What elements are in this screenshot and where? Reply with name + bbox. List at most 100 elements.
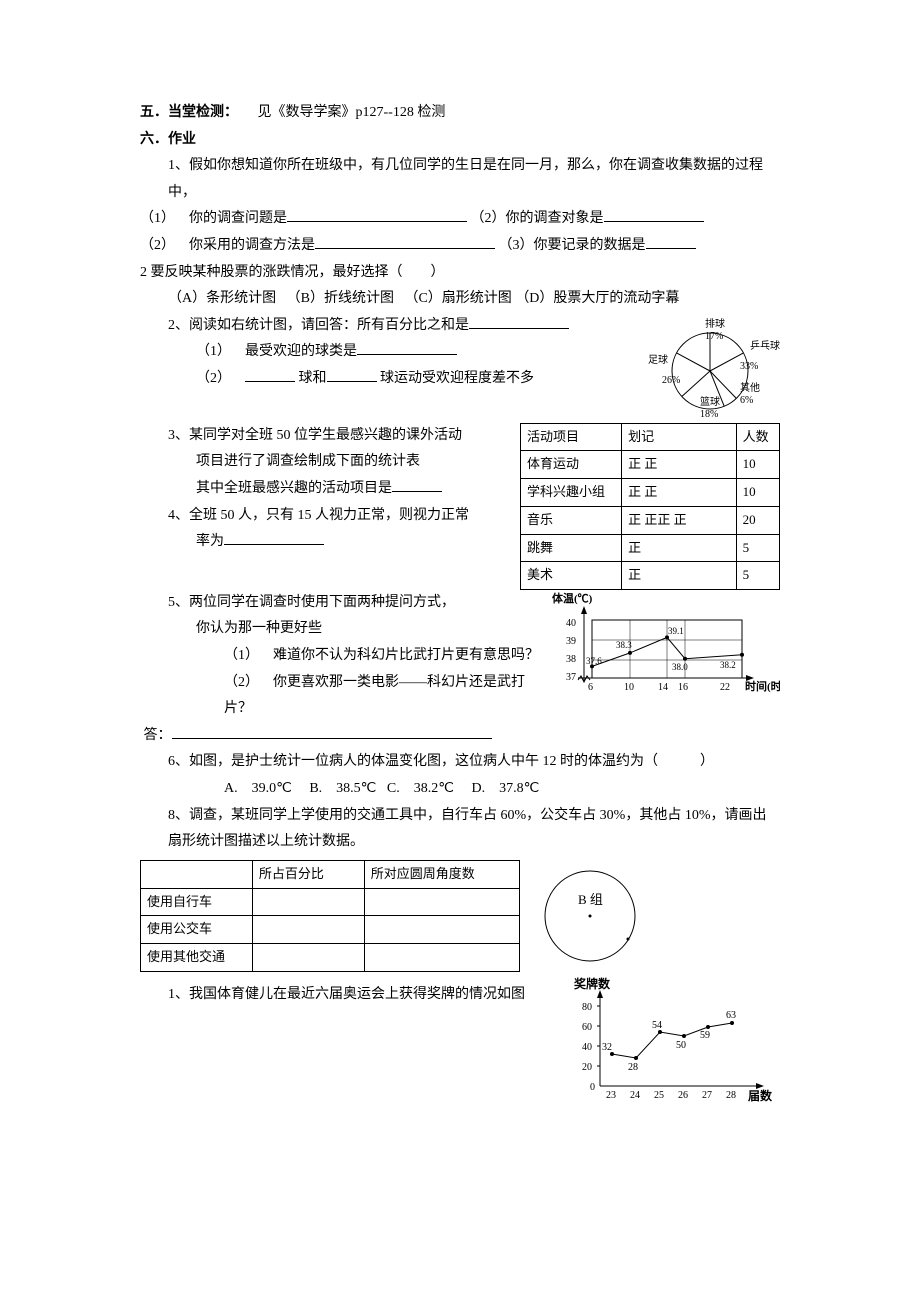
section-6-heading: 六．作业 [140, 127, 780, 154]
q3-table: 活动项目 划记 人数 体育运动正 正10 学科兴趣小组正 正10 音乐正 正正 … [520, 423, 780, 590]
q2-opt-d[interactable]: （D）股票大厅的流动字幕 [515, 291, 679, 306]
q8-cell[interactable] [252, 944, 364, 972]
q4-blank[interactable] [224, 530, 324, 545]
svg-text:B 组: B 组 [578, 892, 603, 907]
q2-pie-stem: 2、阅读如右统计图，请回答：所有百分比之和是 [140, 313, 640, 340]
svg-text:37.6: 37.6 [586, 656, 602, 666]
svg-text:22: 22 [720, 682, 730, 693]
q1-blank-2[interactable] [604, 207, 704, 222]
svg-text:80: 80 [582, 1002, 592, 1013]
svg-text:16: 16 [678, 682, 688, 693]
q2-opt-b[interactable]: （B）折线统计图 [287, 291, 394, 306]
q2p-blank-sum[interactable] [469, 314, 569, 329]
svg-text:奖牌数: 奖牌数 [574, 976, 611, 991]
svg-text:50: 50 [676, 1040, 686, 1051]
q8-cell[interactable] [364, 888, 519, 916]
pie-label-lanqiu: 篮球 [700, 395, 720, 408]
section-5: 五．当堂检测： 见《数导学案》p127--128 检测 [140, 100, 780, 127]
q8-cell[interactable] [364, 916, 519, 944]
q8-table: 所占百分比 所对应圆周角度数 使用自行车 使用公交车 使用其他交通 [140, 860, 520, 972]
table-row: 跳舞正5 [521, 534, 780, 562]
table-row: 体育运动正 正10 [521, 451, 780, 479]
svg-text:38: 38 [566, 654, 576, 665]
pie-label-pingpang: 乒乓球 [750, 339, 780, 352]
table-row: 学科兴趣小组正 正10 [521, 479, 780, 507]
q3-blank[interactable] [392, 477, 442, 492]
svg-text:28: 28 [628, 1062, 638, 1073]
svg-text:63: 63 [726, 1010, 736, 1021]
svg-text:54: 54 [652, 1020, 662, 1031]
svg-text:38.0: 38.0 [672, 662, 688, 672]
q6-options: A. 39.0℃ B. 38.5℃ C. 38.2℃ D. 37.8℃ [140, 776, 780, 803]
q3-stem-a: 3、某同学对全班 50 位学生最感兴趣的课外活动 [140, 423, 520, 450]
table-row: 音乐正 正正 正20 [521, 506, 780, 534]
q4-stem-b: 率为 [140, 529, 520, 556]
q4-stem-a: 4、全班 50 人，只有 15 人视力正常，则视力正常 [140, 503, 520, 530]
svg-text:20: 20 [582, 1062, 592, 1073]
pie-chart: 排球 17% 乒乓球 33% 其他 6% 篮球 18% 足球 26% [640, 313, 780, 423]
q5-stem-b: 你认为那一种更好些 [140, 616, 550, 643]
q2-opt-c[interactable]: （C）扇形统计图 [404, 291, 511, 306]
svg-text:时间(时): 时间(时) [745, 679, 780, 693]
q8-stem: 8、调查，某班同学上学使用的交通工具中，自行车占 60%，公交车占 30%，其他… [140, 803, 770, 856]
q2p-blank-2b[interactable] [327, 367, 377, 382]
section-5-body: 见《数导学案》p127--128 检测 [258, 105, 446, 120]
pie-pct-pingpang: 33% [740, 361, 758, 372]
q2p-blank-1[interactable] [357, 340, 457, 355]
svg-text:28: 28 [726, 1090, 736, 1101]
q3-stem-b: 项目进行了调查绘制成下面的统计表 [140, 449, 520, 476]
q6-stem: 6、如图，是护士统计一位病人的体温变化图，这位病人中午 12 时的体温约为（ ） [140, 749, 780, 776]
svg-text:38.2: 38.2 [720, 660, 736, 670]
q6-opt-d[interactable]: D. 37.8℃ [471, 781, 539, 796]
q1-blank-3[interactable] [315, 234, 495, 249]
svg-text:40: 40 [582, 1042, 592, 1053]
q8-circle: B 组 [520, 856, 780, 976]
svg-text:10: 10 [624, 682, 634, 693]
section-5-heading: 五．当堂检测： [140, 105, 238, 120]
svg-text:26: 26 [678, 1090, 688, 1101]
q2-opt-a[interactable]: （A）条形统计图 [168, 291, 276, 306]
table-row: 使用其他交通 [141, 944, 520, 972]
q6-opt-a[interactable]: A. 39.0℃ [224, 781, 292, 796]
pie-pct-qita: 6% [740, 395, 753, 406]
svg-text:38.3: 38.3 [616, 640, 632, 650]
q2-charttype-options: （A）条形统计图 （B）折线统计图 （C）扇形统计图 （D）股票大厅的流动字幕 [140, 286, 780, 313]
table-row: 所占百分比 所对应圆周角度数 [141, 860, 520, 888]
q8-cell[interactable] [252, 916, 364, 944]
q8-cell[interactable] [252, 888, 364, 916]
svg-text:39: 39 [566, 636, 576, 647]
table-row: 使用公交车 [141, 916, 520, 944]
q5-answer-blank[interactable] [172, 724, 492, 739]
pie-pct-lanqiu: 18% [700, 409, 718, 420]
q6-opt-b[interactable]: B. 38.5℃ [309, 781, 376, 796]
svg-text:24: 24 [630, 1090, 640, 1101]
svg-text:37: 37 [566, 672, 576, 683]
svg-text:60: 60 [582, 1022, 592, 1033]
q1-sub1: （1） 你的调查问题是 （2）你的调查对象是 [140, 206, 780, 233]
svg-text:40: 40 [566, 618, 576, 629]
q1-blank-4[interactable] [646, 234, 696, 249]
q6-opt-c[interactable]: C. 38.2℃ [387, 781, 454, 796]
pie-pct-zuqiu: 26% [662, 375, 680, 386]
pie-label-zuqiu: 足球 [648, 353, 668, 366]
q5-answer: 答： [140, 723, 780, 750]
q2-charttype-stem: 2 要反映某种股票的涨跌情况，最好选择（ ） [140, 260, 780, 287]
svg-text:23: 23 [606, 1090, 616, 1101]
svg-text:6: 6 [588, 682, 593, 693]
temperature-line-chart: 体温(℃) 37 38 39 40 6 10 14 16 22 时间(时) [550, 590, 780, 710]
q2-pie-sub1: （1） 最受欢迎的球类是 [140, 339, 640, 366]
qb1-stem: 1、我国体育健儿在最近六届奥运会上获得奖牌的情况如图 [140, 976, 570, 1009]
q8-cell[interactable] [364, 944, 519, 972]
q5-stem-a: 5、两位同学在调查时使用下面两种提问方式， [140, 590, 550, 617]
table-row: 美术正5 [521, 562, 780, 590]
q1-sub2: （2） 你采用的调查方法是 （3）你要记录的数据是 [140, 233, 780, 260]
q1-stem: 1、假如你想知道你所在班级中，有几位同学的生日是在同一月，那么，你在调查收集数据… [140, 153, 780, 206]
svg-text:25: 25 [654, 1090, 664, 1101]
q1-blank-1[interactable] [287, 207, 467, 222]
q2p-blank-2a[interactable] [245, 367, 295, 382]
svg-text:39.1: 39.1 [668, 626, 684, 636]
q3-stem-c: 其中全班最感兴趣的活动项目是 [140, 476, 520, 503]
pie-label-paiqiu: 排球 [705, 317, 725, 330]
q5-opt1: （1） 难道你不认为科幻片比武打片更有意思吗？ [140, 643, 550, 670]
pie-label-qita: 其他 [740, 381, 760, 394]
